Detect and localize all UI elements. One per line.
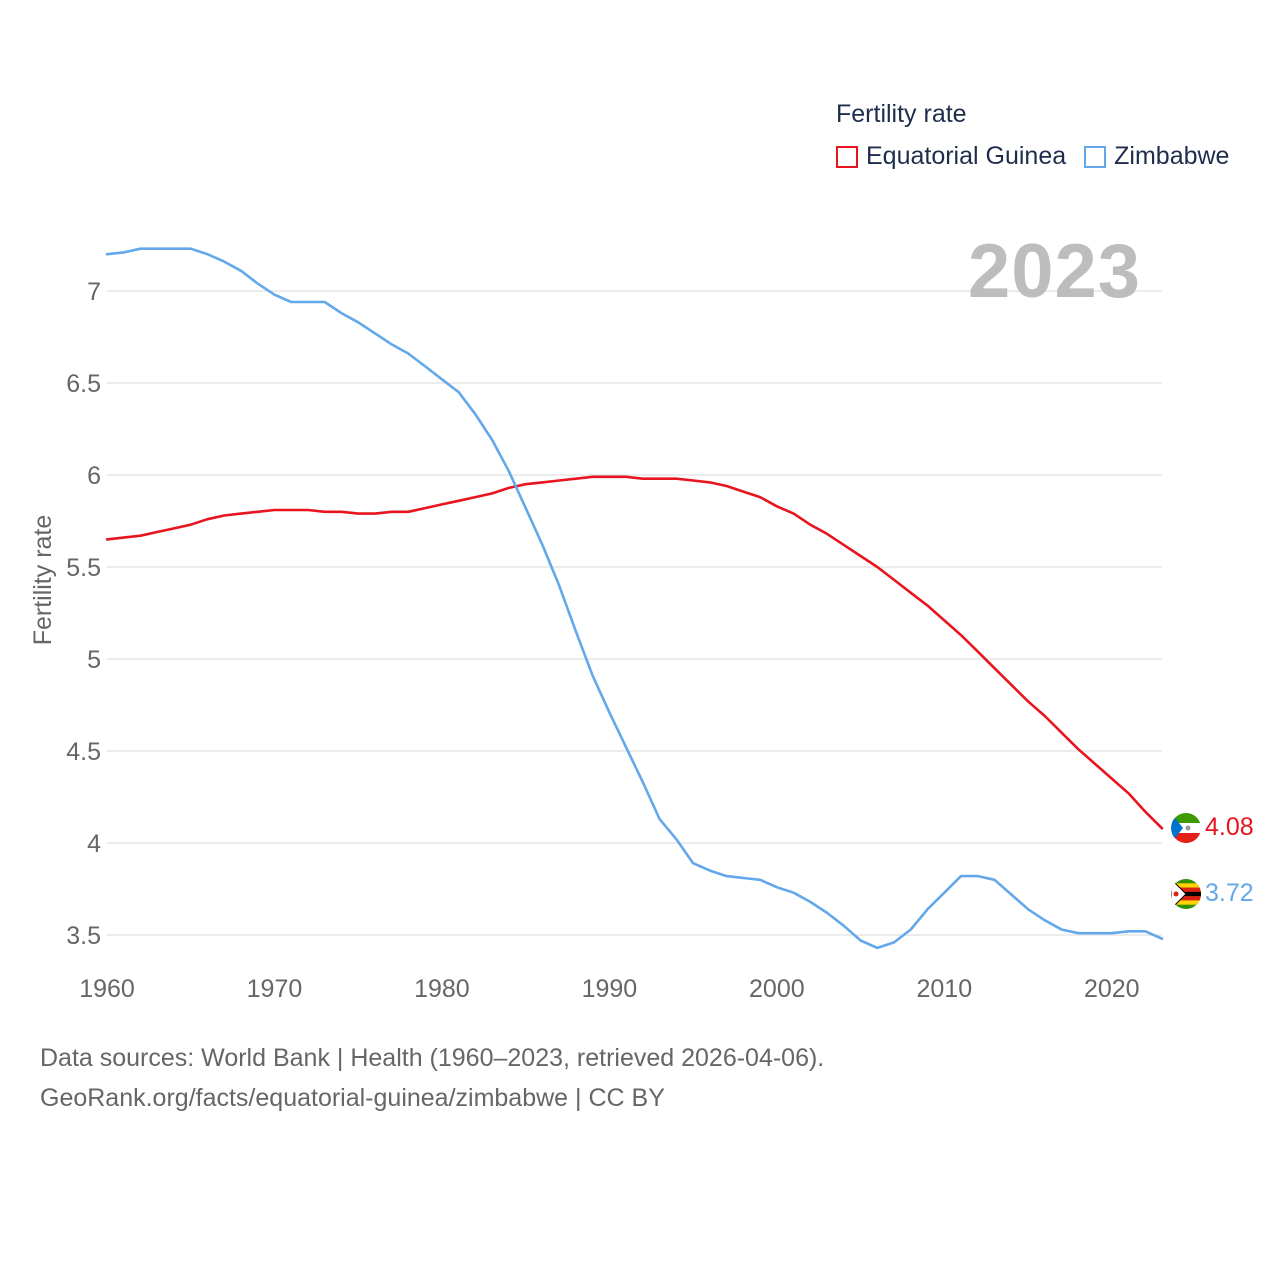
x-tick-label: 2000 [749,975,805,1003]
legend-label-zimbabwe: Zimbabwe [1114,142,1230,170]
zimbabwe-flag-icon [1171,879,1201,909]
x-tick-label: 2010 [916,975,972,1003]
source-link[interactable]: GeoRank.org/facts/equatorial-guinea/zimb… [40,1084,665,1112]
y-axis-ticks: 3.5 4 4.5 5 5.5 6 6.5 7 [66,278,101,950]
y-tick-label: 7 [87,278,101,306]
equatorial-guinea-flag-icon [1171,813,1201,843]
series-endpoints: 4.08 3.72 [1171,813,1254,909]
legend-label-equatorial-guinea: Equatorial Guinea [866,142,1067,170]
y-tick-label: 3.5 [66,922,101,950]
x-axis-ticks: 1960 1970 1980 1990 2000 2010 2020 [79,975,1139,1003]
y-tick-label: 5.5 [66,554,101,582]
end-value-label-zimbabwe: 3.72 [1205,879,1254,907]
year-label: 2023 [968,229,1142,314]
x-tick-label: 1970 [247,975,303,1003]
legend-title: Fertility rate [836,100,967,128]
legend-item-equatorial-guinea[interactable]: Equatorial Guinea [836,142,1066,171]
x-tick-label: 2020 [1084,975,1140,1003]
y-tick-label: 6 [87,462,101,490]
y-tick-label: 4 [87,830,101,858]
end-value-label-equatorial-guinea: 4.08 [1205,813,1254,841]
legend: Equatorial Guinea Zimbabwe [836,142,1247,171]
y-tick-label: 4.5 [66,738,101,766]
series-lines [105,247,1164,950]
y-tick-label: 5 [87,646,101,674]
series-line-zimbabwe [105,247,1164,950]
series-line-equatorial-guinea [105,475,1164,830]
y-axis-label: Fertility rate [29,515,57,646]
gridlines [107,290,1162,936]
legend-swatch-zimbabwe [1084,145,1107,168]
legend-item-zimbabwe[interactable]: Zimbabwe [1084,142,1229,171]
legend-swatch-equatorial-guinea [836,145,858,168]
data-source-note: Data sources: World Bank | Health (1960–… [40,1044,825,1072]
y-tick-label: 6.5 [66,370,101,398]
x-tick-label: 1990 [582,975,638,1003]
x-tick-label: 1980 [414,975,470,1003]
x-tick-label: 1960 [79,975,135,1003]
